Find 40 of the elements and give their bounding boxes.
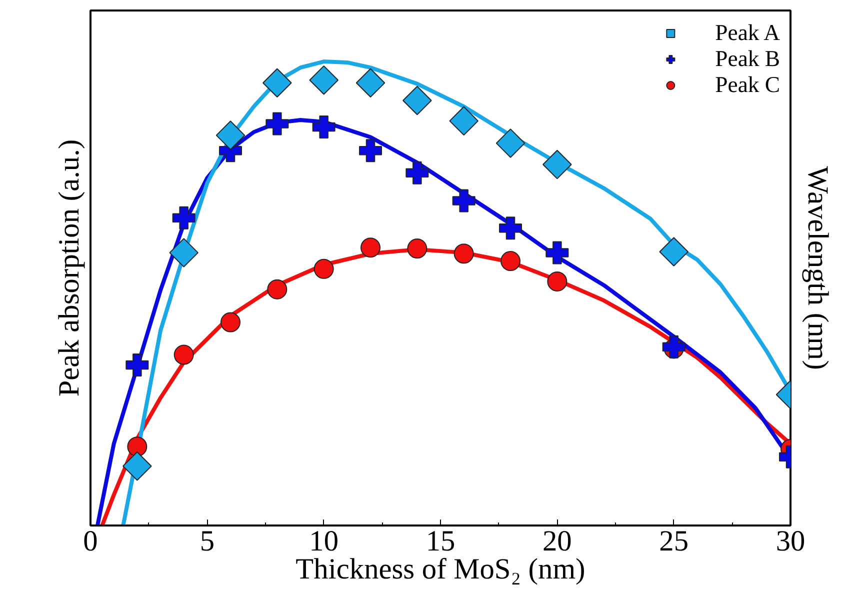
point [500, 251, 520, 272]
x-tick-label: 30 [776, 526, 806, 558]
point [542, 150, 572, 180]
point [449, 106, 478, 136]
point [402, 86, 432, 116]
point [496, 128, 526, 158]
point [454, 244, 474, 264]
point [216, 120, 246, 150]
point [360, 238, 380, 258]
point [662, 335, 686, 358]
legend-label: Peak A [715, 20, 780, 46]
point [546, 241, 569, 264]
point [266, 112, 289, 136]
x-tick-label: 25 [659, 526, 688, 558]
point [406, 161, 429, 184]
point [172, 206, 196, 230]
point [262, 68, 292, 98]
point [220, 312, 240, 332]
point [127, 436, 148, 457]
point [314, 258, 334, 279]
x-tick-label: 0 [83, 526, 98, 558]
legend-label: Peak C [715, 72, 780, 98]
point [359, 139, 382, 162]
point [174, 344, 194, 365]
point [499, 216, 522, 240]
point [267, 279, 288, 300]
point [122, 451, 152, 481]
legend-label: Peak B [715, 46, 780, 72]
point [169, 238, 198, 268]
point [407, 238, 428, 258]
y2-axis-title: Wavelength (nm) [802, 166, 834, 370]
point [547, 271, 568, 292]
y-axis-title: Peak absorption (a.u.) [54, 139, 86, 397]
point [659, 237, 688, 266]
point [312, 115, 336, 138]
x-tick-label: 5 [200, 526, 215, 558]
point [356, 68, 386, 98]
point [126, 353, 149, 376]
point [452, 189, 476, 212]
point [309, 65, 338, 95]
